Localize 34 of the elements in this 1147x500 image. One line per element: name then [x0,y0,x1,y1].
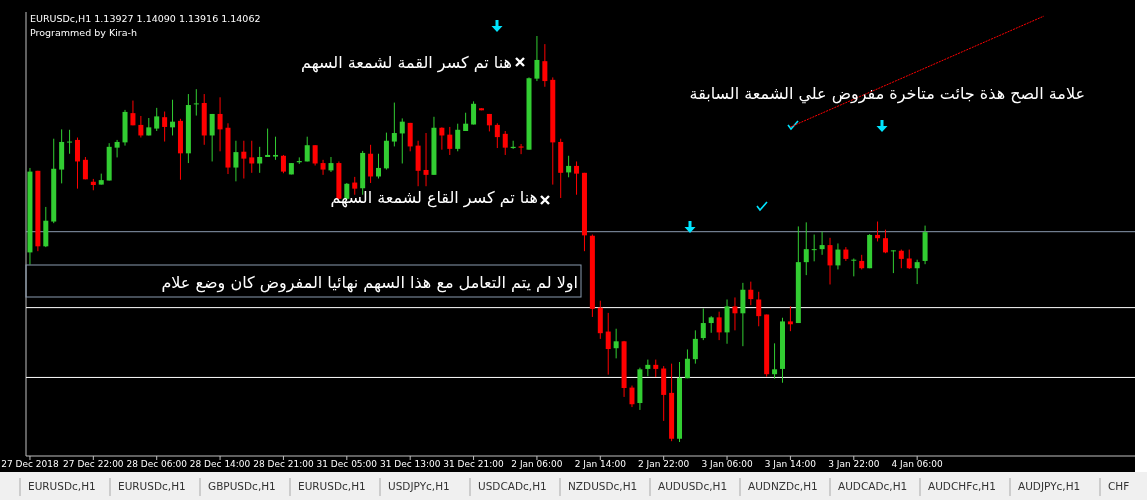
x-tick-label: 2 Jan 06:00 [511,459,563,469]
text: USDJPYc,H1 [388,480,450,492]
text: AUDCADc,H1 [838,480,908,492]
x-tick-label: 3 Jan 06:00 [701,459,753,469]
x-tick-label: 31 Dec 21:00 [443,459,504,469]
text: USDCADc,H1 [478,480,547,492]
x-tick-label: 4 Jan 06:00 [891,459,943,469]
text: EURUSDc,H1 [298,480,366,492]
x-tick-label: 27 Dec 22:00 [63,459,124,469]
annotation: اولا لم يتم التعامل مع هذا السهم نهائيا المفروض كان وضع علام [161,273,578,293]
x-tick-label: 2 Jan 14:00 [574,459,626,469]
x-tick-label: 28 Dec 06:00 [126,459,187,469]
text: EURUSDc,H1 [28,480,96,492]
text: CHF [1108,480,1130,492]
x-tick-label: 28 Dec 21:00 [253,459,314,469]
x-tick-label: 27 Dec 2018 [1,459,59,469]
chart-title: EURUSDc,H1 1.13927 1.14090 1.13916 1.14062 [30,13,261,24]
annotation: علامة الصح هذة جائت متاخرة مفروض علي الشمعة السابقة [689,84,1085,104]
text: AUDNZDc,H1 [748,480,818,492]
x-tick-label: 3 Jan 14:00 [764,459,817,469]
x-tick-label: 31 Dec 13:00 [379,459,441,469]
x-tick-label: 31 Dec 05:00 [316,459,378,469]
text: GBPUSDc,H1 [208,480,276,492]
annotation: هنا تم كسر القاع لشمعة السهم [330,188,538,208]
text: NZDUSDc,H1 [568,480,638,492]
text: AUDUSDc,H1 [658,480,728,492]
x-tick-label: 28 Dec 14:00 [189,459,251,469]
x-tick-label: 3 Jan 22:00 [828,459,880,469]
x-tick-label: 2 Jan 22:00 [638,459,690,469]
text: AUDJPYc,H1 [1018,480,1081,492]
annotation: هنا تم كسر القمة لشمعة السهم [301,53,512,73]
text: AUDCHFc,H1 [928,480,996,492]
chart-subtitle: Programmed by Kira-h [30,27,137,38]
text: EURUSDc,H1 [118,480,186,492]
